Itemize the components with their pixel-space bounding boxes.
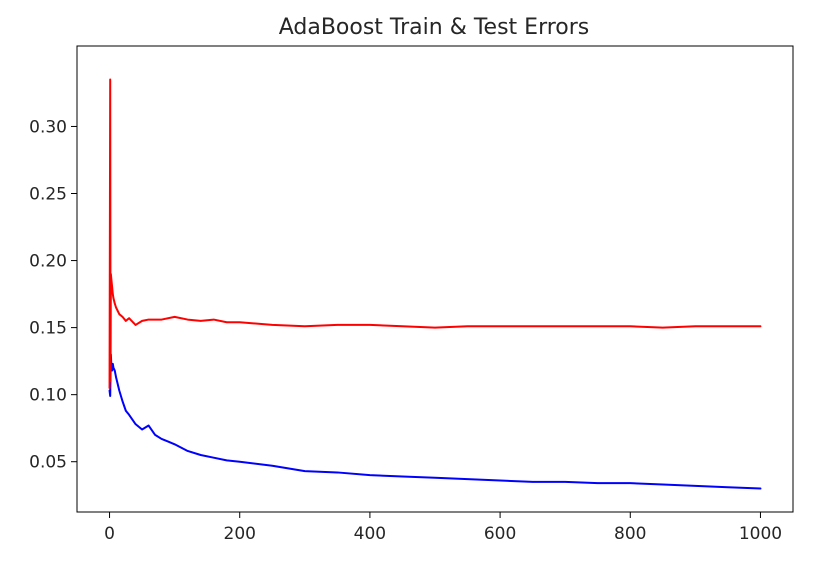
y-tick-label: 0.05 (29, 453, 67, 473)
y-tick-label: 0.25 (29, 185, 67, 205)
series-line-1 (108, 78, 762, 389)
plot-frame (76, 45, 794, 513)
x-tick-label: 0 (104, 524, 115, 544)
series-layer (108, 78, 762, 490)
x-tick-label: 800 (614, 524, 646, 544)
y-tick-label: 0.15 (29, 319, 67, 339)
series-line-0 (108, 353, 762, 490)
x-axis: 0 200 400 600 800 1000 (104, 512, 782, 544)
x-tick-label: 600 (484, 524, 516, 544)
y-axis: 0.05 0.10 0.15 0.20 0.25 0.30 (29, 117, 77, 473)
chart-title: AdaBoost Train & Test Errors (279, 15, 590, 40)
y-tick-label: 0.30 (29, 117, 67, 137)
x-tick-label: 400 (354, 524, 386, 544)
x-tick-label: 1000 (739, 524, 782, 544)
y-tick-label: 0.20 (29, 252, 67, 272)
y-tick-label: 0.10 (29, 386, 67, 406)
x-tick-label: 200 (224, 524, 256, 544)
